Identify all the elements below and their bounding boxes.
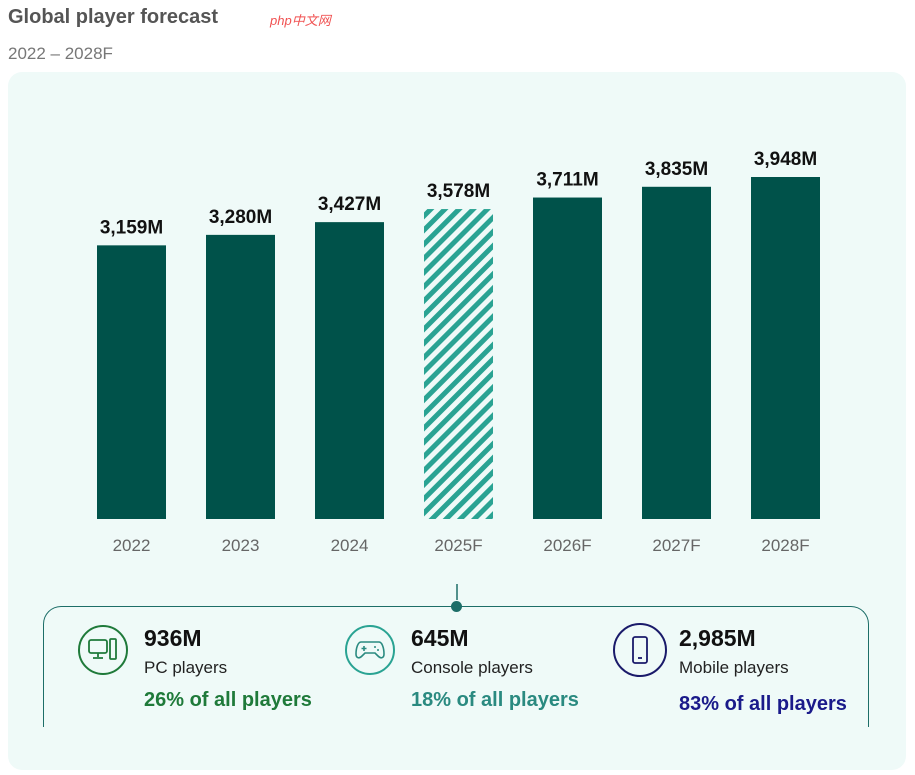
chart-title: Global player forecast bbox=[8, 6, 219, 28]
pc-share: 26% of all players bbox=[144, 689, 312, 711]
gamepad-icon bbox=[345, 625, 395, 675]
bar-chart: 3,159M 2022 3,280M 2023 3,427M 2024 3,578M 2025… bbox=[97, 149, 820, 600]
data-label-2022: 3,159M bbox=[100, 217, 163, 238]
bar-2026F bbox=[533, 197, 602, 519]
x-tick-label: 2023 bbox=[222, 536, 260, 555]
bar-2025F bbox=[424, 209, 493, 519]
mobile-label: Mobile players bbox=[679, 658, 789, 677]
data-label-2024: 3,427M bbox=[318, 194, 381, 215]
connector-dot bbox=[451, 601, 462, 612]
chart-subtitle: 2022 – 2028F bbox=[8, 44, 113, 63]
bar-2023 bbox=[206, 234, 275, 519]
x-tick-label: 2026F bbox=[543, 536, 591, 555]
pc-label: PC players bbox=[144, 658, 228, 677]
data-label-2023: 3,280M bbox=[209, 207, 272, 228]
x-tick-label: 2025F bbox=[434, 536, 482, 555]
data-label-2026F: 3,711M bbox=[536, 170, 598, 191]
console-value: 645M bbox=[411, 625, 469, 651]
mobile-value: 2,985M bbox=[679, 625, 756, 651]
pc-icon bbox=[78, 625, 128, 675]
bar-2028F bbox=[751, 177, 820, 519]
data-label-2027F: 3,835M bbox=[645, 159, 708, 180]
bar-2027F bbox=[642, 186, 711, 519]
data-label-2028F: 3,948M bbox=[754, 149, 817, 170]
mobile-share: 83% of all players bbox=[679, 693, 847, 715]
breakdown-panel: 936M PC players 26% of all players 645M … bbox=[43, 601, 869, 727]
watermark: php中文网 bbox=[270, 13, 331, 28]
console-share: 18% of all players bbox=[411, 689, 579, 711]
pc-value: 936M bbox=[144, 625, 202, 651]
bar-2022 bbox=[97, 245, 166, 519]
x-tick-label: 2027F bbox=[652, 536, 700, 555]
console-label: Console players bbox=[411, 658, 533, 677]
x-tick-label: 2028F bbox=[761, 536, 809, 555]
x-tick-label: 2022 bbox=[113, 536, 151, 555]
data-label-2025F: 3,578M bbox=[427, 181, 490, 202]
mobile-icon bbox=[613, 623, 667, 677]
bar-2024 bbox=[315, 222, 384, 520]
x-tick-label: 2024 bbox=[331, 536, 369, 555]
